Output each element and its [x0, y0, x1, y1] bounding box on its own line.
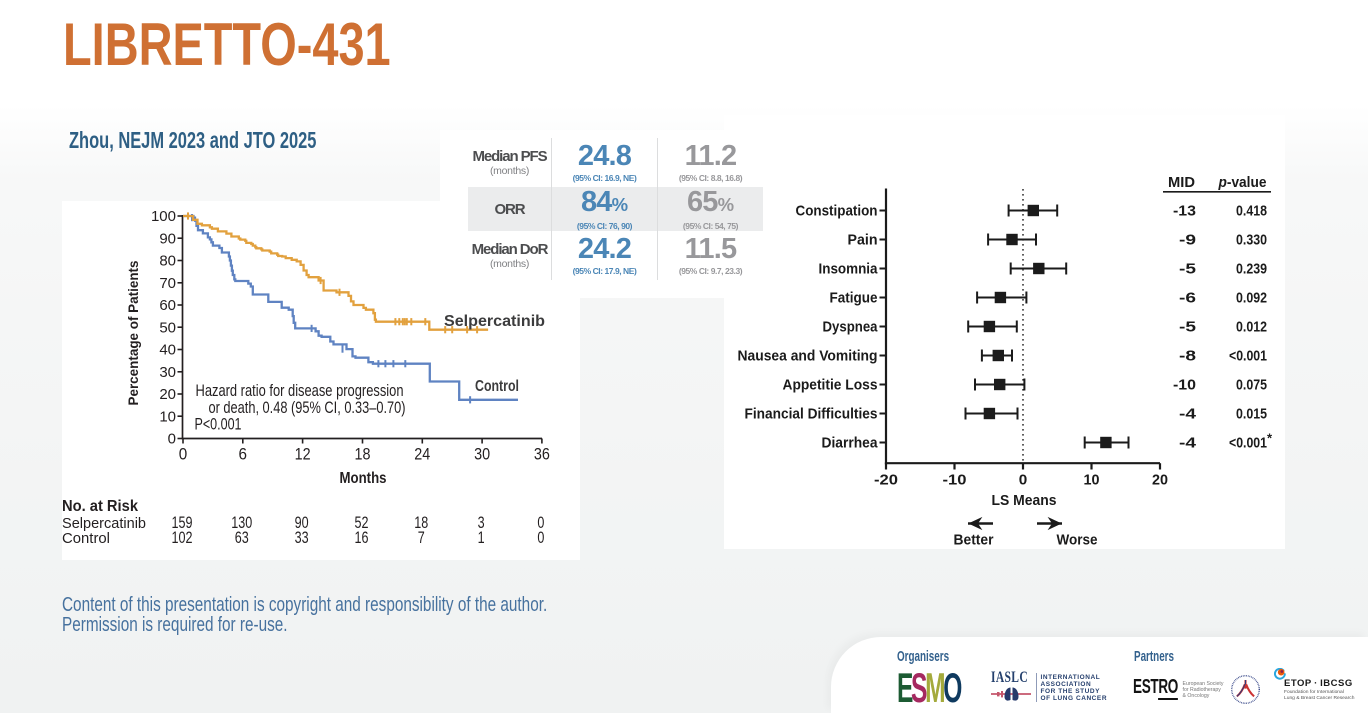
svg-text:Selpercatinib: Selpercatinib	[62, 516, 146, 532]
svg-text:-8: -8	[1179, 348, 1196, 365]
svg-text:18: 18	[414, 513, 428, 532]
svg-text:Percentage of Patients: Percentage of Patients	[125, 260, 141, 405]
svg-text:No. at Risk: No. at Risk	[62, 498, 138, 515]
svg-text:0.015: 0.015	[1236, 406, 1267, 423]
svg-text:0.092: 0.092	[1236, 290, 1267, 307]
svg-text:16: 16	[355, 528, 369, 547]
svg-text:0.012: 0.012	[1236, 319, 1267, 336]
svg-text:52: 52	[355, 513, 369, 532]
svg-text:-5: -5	[1179, 261, 1196, 278]
svg-text:20: 20	[1152, 471, 1168, 488]
svg-text:18: 18	[355, 445, 371, 464]
svg-text:Nausea and Vomiting: Nausea and Vomiting	[738, 348, 878, 365]
svg-text:-5: -5	[1179, 319, 1196, 336]
svg-text:30: 30	[159, 364, 176, 381]
svg-text:-4: -4	[1179, 406, 1197, 423]
svg-text:90: 90	[295, 513, 309, 532]
svg-text:30: 30	[474, 445, 490, 464]
svg-text:24: 24	[414, 445, 430, 464]
svg-text:-6: -6	[1179, 290, 1196, 307]
svg-text:Months: Months	[340, 470, 387, 487]
svg-text:p-value: p-value	[1218, 174, 1267, 191]
svg-text:90: 90	[159, 230, 176, 247]
svg-text:Selpercatinib: Selpercatinib	[444, 313, 545, 330]
svg-text:P<0.001: P<0.001	[195, 415, 242, 434]
svg-text:<0.001: <0.001	[1229, 348, 1267, 365]
svg-text:80: 80	[159, 253, 176, 270]
svg-text:10: 10	[1084, 471, 1100, 488]
svg-text:0: 0	[168, 431, 176, 448]
svg-text:0.330: 0.330	[1236, 232, 1267, 249]
svg-text:Fatigue: Fatigue	[830, 290, 878, 307]
svg-text:0.239: 0.239	[1236, 261, 1267, 278]
svg-text:<0.001*: <0.001*	[1229, 431, 1273, 452]
svg-text:36: 36	[534, 445, 550, 464]
svg-text:1: 1	[478, 528, 485, 547]
svg-text:0: 0	[537, 513, 544, 532]
svg-text:-9: -9	[1179, 232, 1196, 249]
svg-text:Hazard ratio for disease progr: Hazard ratio for disease progression	[196, 381, 404, 400]
svg-text:6: 6	[239, 445, 248, 464]
svg-text:70: 70	[159, 275, 176, 292]
svg-text:0.418: 0.418	[1236, 203, 1267, 220]
svg-text:0: 0	[1019, 471, 1028, 488]
svg-text:3: 3	[478, 513, 485, 532]
svg-text:Insomnia: Insomnia	[819, 261, 879, 278]
svg-text:Worse: Worse	[1057, 532, 1098, 549]
svg-text:33: 33	[295, 528, 309, 547]
svg-text:-13: -13	[1173, 203, 1196, 220]
svg-text:Better: Better	[954, 532, 994, 549]
svg-text:-10: -10	[943, 471, 967, 488]
svg-text:100: 100	[151, 208, 176, 225]
svg-text:63: 63	[235, 528, 249, 547]
svg-text:10: 10	[159, 408, 176, 425]
svg-text:60: 60	[159, 297, 176, 314]
svg-text:Control: Control	[62, 531, 110, 547]
svg-text:Pain: Pain	[848, 232, 878, 249]
svg-text:12: 12	[295, 445, 311, 464]
svg-text:LS Means: LS Means	[992, 493, 1057, 509]
svg-text:Appetitie Loss: Appetitie Loss	[783, 377, 878, 394]
svg-text:159: 159	[172, 513, 193, 532]
svg-text:Dyspnea: Dyspnea	[823, 319, 879, 336]
svg-text:Financial Difficulties: Financial Difficulties	[745, 406, 878, 423]
svg-text:Constipation: Constipation	[796, 203, 878, 220]
svg-text:102: 102	[172, 528, 193, 547]
svg-text:Control: Control	[475, 378, 519, 395]
svg-text:0: 0	[537, 528, 544, 547]
svg-text:20: 20	[159, 386, 176, 403]
svg-text:0: 0	[179, 445, 188, 464]
svg-text:130: 130	[231, 513, 252, 532]
svg-text:MID: MID	[1168, 174, 1195, 191]
svg-text:0.075: 0.075	[1236, 377, 1267, 394]
svg-text:or death, 0.48 (95% CI, 0.33–0: or death, 0.48 (95% CI, 0.33–0.70)	[209, 398, 406, 417]
svg-text:-10: -10	[1173, 377, 1196, 394]
svg-text:7: 7	[418, 528, 425, 547]
svg-text:50: 50	[159, 319, 176, 336]
svg-text:40: 40	[159, 342, 176, 359]
svg-text:-20: -20	[874, 471, 898, 488]
svg-text:-4: -4	[1179, 435, 1197, 452]
svg-text:Diarrhea: Diarrhea	[822, 435, 879, 452]
